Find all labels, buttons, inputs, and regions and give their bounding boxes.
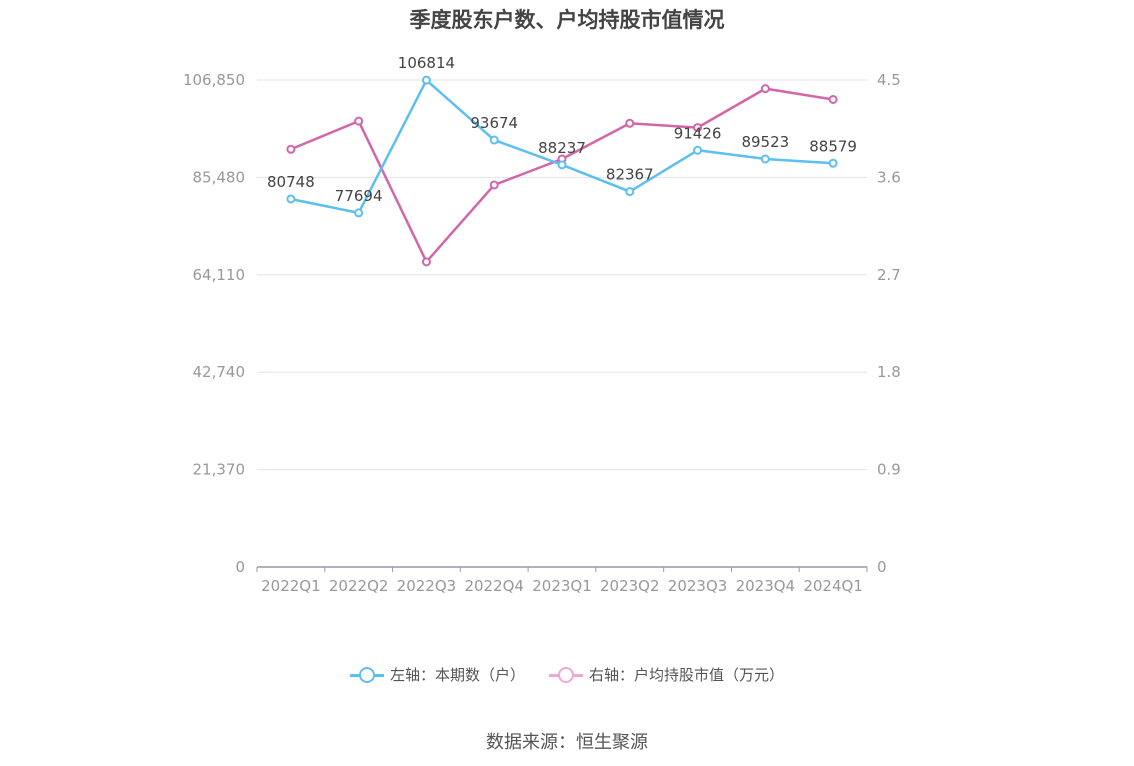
y-left-tick-label: 64,110 — [193, 266, 246, 284]
y-right-tick-label: 2.7 — [877, 266, 901, 284]
y-right-tick-label: 0 — [877, 558, 887, 576]
legend-swatch-right — [549, 666, 583, 684]
legend-label-right: 右轴：户均持股市值（万元） — [589, 666, 785, 684]
legend-item-right-series[interactable]: 右轴：户均持股市值（万元） — [549, 664, 784, 685]
data-point-right — [286, 144, 296, 154]
data-point-left — [354, 208, 364, 218]
data-point-left — [286, 194, 296, 204]
y-right-tick-label: 1.8 — [877, 363, 901, 381]
data-point-right — [421, 257, 431, 267]
y-left-tick-label: 106,850 — [183, 71, 245, 89]
data-point-right — [828, 94, 838, 104]
data-point-right — [354, 116, 364, 126]
legend: 左轴：本期数（户） 右轴：户均持股市值（万元） — [0, 664, 1134, 685]
data-label: 80748 — [267, 173, 315, 191]
data-point-right — [693, 123, 703, 133]
data-labels: 80748 77694 106814 93674 88237 82367 91426 8952… — [267, 54, 857, 205]
chart-title: 季度股东户数、户均持股市值情况 — [409, 8, 725, 32]
y-right-tick-label: 0.9 — [877, 461, 901, 479]
legend-item-left-series[interactable]: 左轴：本期数（户） — [349, 664, 525, 685]
x-tick-label: 2024Q1 — [803, 577, 863, 595]
x-tick-label: 2023Q2 — [600, 577, 660, 595]
data-label: 77694 — [335, 187, 383, 205]
data-point-right — [625, 118, 635, 128]
series-line-right — [290, 87, 834, 264]
data-label: 106814 — [398, 54, 455, 72]
data-label: 91426 — [674, 124, 722, 142]
legend-label-left: 左轴：本期数（户） — [389, 666, 525, 684]
data-label: 88237 — [538, 139, 586, 157]
y-right-tick-label: 3.6 — [877, 168, 901, 186]
x-tick-label: 2022Q4 — [464, 577, 524, 595]
y-left-tick-label: 21,370 — [193, 461, 246, 479]
data-label: 89523 — [741, 133, 789, 151]
x-tick-label: 2023Q4 — [736, 577, 796, 595]
data-point-left — [625, 187, 635, 197]
x-tick-label: 2023Q1 — [532, 577, 592, 595]
data-point-right — [489, 180, 499, 190]
data-point-left — [557, 160, 567, 170]
data-point-left — [760, 154, 770, 164]
x-tick-label: 2022Q3 — [397, 577, 457, 595]
x-tick-label: 2022Q2 — [329, 577, 389, 595]
y-right-tick-label: 4.5 — [877, 71, 901, 89]
data-point-left — [489, 135, 499, 145]
data-point-left — [693, 145, 703, 155]
grid-lines — [257, 79, 867, 471]
data-point-left — [828, 158, 838, 168]
data-label: 82367 — [606, 166, 654, 184]
y-left-tick-label: 85,480 — [193, 168, 246, 186]
source-note: 数据来源：恒生聚源 — [486, 732, 648, 753]
series-lines — [286, 75, 838, 267]
data-point-left — [421, 75, 431, 85]
y-left-tick-label: 0 — [235, 558, 245, 576]
y-left-tick-label: 42,740 — [193, 363, 246, 381]
data-label: 93674 — [470, 114, 518, 132]
legend-swatch-left — [349, 666, 384, 684]
axes: 0 0 21,370 0.9 42,740 1.8 64,110 2.7 85,480 3.6 10… — [183, 71, 901, 595]
x-tick-label: 2023Q3 — [668, 577, 728, 595]
data-label: 88579 — [809, 137, 857, 155]
x-tick-label: 2022Q1 — [261, 577, 321, 595]
data-point-right — [760, 84, 770, 94]
